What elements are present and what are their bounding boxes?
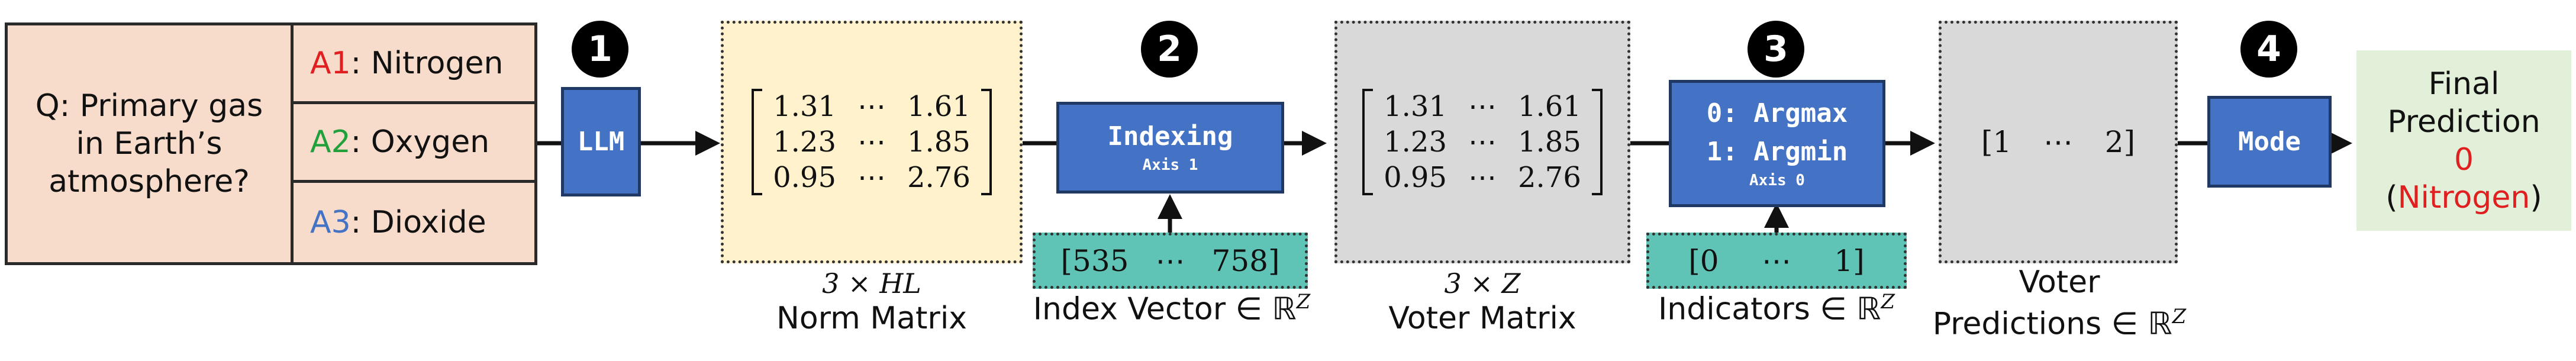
question-line: in Earth’s [76,126,223,162]
matrix-row: 0.95 ⋯ 2.76 [1384,161,1581,194]
mode-label: Mode [2238,127,2301,157]
answer-key: A2 [310,124,351,160]
indicators-panel: [0 ⋯ 1] [1646,233,1907,289]
step-badge-3: 3 [1748,21,1804,78]
matrix-row: 1.31 ⋯ 1.61 [1384,90,1581,123]
voter-matrix-panel: 1.31 ⋯ 1.61 1.23 ⋯ 1.85 0.95 ⋯ 2.76 [1334,21,1630,263]
answer-cell-a3: A3: Dioxide [294,183,534,262]
final-prediction-panel: Final Prediction 0 (Nitrogen) [2356,50,2571,231]
indicator-value: 1] [1834,243,1865,278]
final-prediction-answer-line: (Nitrogen) [2385,179,2542,215]
answer-key: A1 [310,46,351,81]
index-vector-value: 758] [1211,243,1280,278]
index-vector-value: [535 [1060,243,1129,278]
llm-box: LLM [561,87,641,196]
voter-matrix-dims: 3 × Z [1444,267,1521,299]
step-badge-4: 4 [2240,21,2297,78]
voter-predictions-label-line2: Predictions ∈ ℝ [1932,306,2172,342]
question-line: Q: Primary gas [35,88,263,124]
step-badge-1: 1 [572,21,628,78]
step-badge-2: 2 [1141,21,1198,78]
argmax-argmin-box: 0: Argmax 1: Argmin Axis 0 [1669,80,1885,207]
voter-predictions-label: Voter Predictions ∈ ℝZ [1911,265,2207,341]
argmin-line: 1: Argmin [1706,136,1848,167]
question-cell: Q: Primary gas in Earth’s atmosphere? [8,25,294,262]
voter-predictions-panel: [1 ⋯ 2] [1939,21,2178,263]
index-vector-value: ⋯ [1155,243,1185,278]
prediction-value: 2] [2104,125,2136,159]
matrix-row: 1.23 ⋯ 1.85 [1384,125,1581,159]
right-bracket [981,89,992,195]
indicators-sup: Z [1881,290,1895,314]
indexing-title: Indexing [1107,121,1233,152]
voter-matrix-label: Voter Matrix [1388,301,1576,336]
final-prediction-line2: Prediction [2387,104,2540,140]
matrix-row: 1.23 ⋯ 1.85 [773,125,971,159]
question-answer-panel: Q: Primary gas in Earth’s atmosphere? A1… [5,22,537,265]
indicator-value: ⋯ [1761,243,1791,278]
norm-matrix-panel: 1.31 ⋯ 1.61 1.23 ⋯ 1.85 0.95 ⋯ 2.76 [721,21,1023,263]
prediction-value: [1 [1981,125,2012,159]
answer-text: : Dioxide [350,205,486,240]
right-bracket [1591,89,1603,195]
argmax-sub: Axis 0 [1749,171,1805,189]
answer-cell-a1: A1: Nitrogen [294,25,534,104]
indicator-value: [0 [1688,243,1719,278]
prediction-value: ⋯ [2043,125,2073,159]
voter-predictions-sup: Z [2172,305,2187,328]
indexing-sub: Axis 1 [1142,156,1198,174]
answer-cell-a2: A2: Oxygen [294,104,534,183]
norm-matrix: 1.31 ⋯ 1.61 1.23 ⋯ 1.85 0.95 ⋯ 2.76 [762,89,981,195]
index-vector-sup: Z [1296,290,1311,314]
final-prediction-value: 0 [2454,141,2474,178]
final-prediction-answer: Nitrogen [2397,179,2530,215]
answer-text: : Oxygen [350,124,490,160]
left-bracket [1362,89,1374,195]
matrix-row: 0.95 ⋯ 2.76 [773,161,971,194]
llm-label: LLM [577,127,625,157]
norm-matrix-label: Norm Matrix [776,301,968,336]
argmax-line: 0: Argmax [1706,98,1848,128]
final-prediction-line1: Final [2428,66,2500,102]
voter-matrix: 1.31 ⋯ 1.61 1.23 ⋯ 1.85 0.95 ⋯ 2.76 [1373,89,1592,195]
index-vector-panel: [535 ⋯ 758] [1033,233,1308,289]
indicators-label: Indicators ∈ ℝZ [1623,290,1930,327]
matrix-row: 1.31 ⋯ 1.61 [773,90,971,123]
norm-matrix-dims: 3 × HL [822,267,921,299]
answer-text: : Nitrogen [350,46,504,81]
indexing-box: Indexing Axis 1 [1056,102,1284,194]
indicators-label-text: Indicators ∈ ℝ [1658,291,1881,327]
index-vector-label-text: Index Vector ∈ ℝ [1033,291,1297,327]
voter-predictions-label-line1: Voter [2019,265,2100,300]
answer-key: A3 [310,205,351,240]
index-vector-label: Index Vector ∈ ℝZ [1006,290,1337,327]
left-bracket [752,89,763,195]
mode-box: Mode [2207,96,2332,188]
question-line: atmosphere? [49,164,250,199]
